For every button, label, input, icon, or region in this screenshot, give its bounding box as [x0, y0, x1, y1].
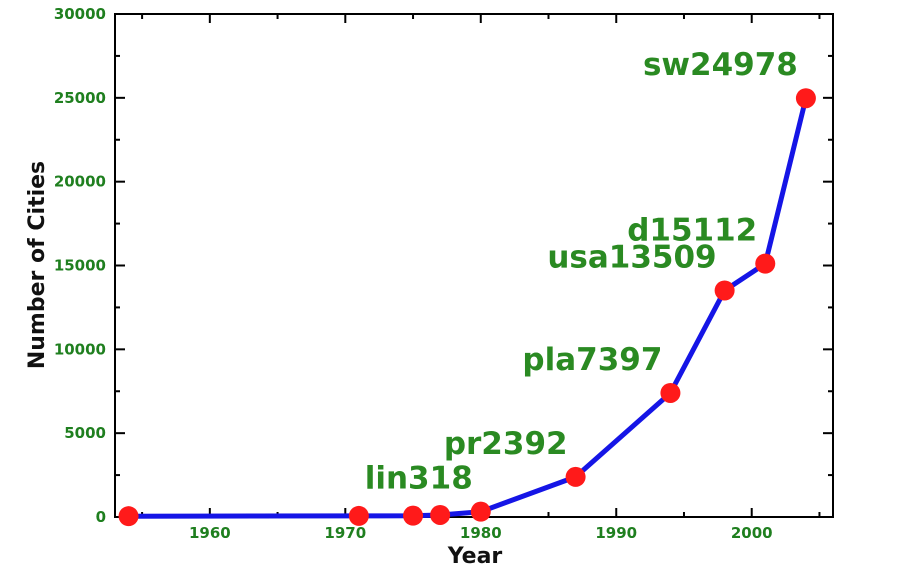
y-tick-label: 5000 [64, 424, 106, 442]
data-label: usa13509 [547, 239, 716, 275]
data-label: pr2392 [444, 426, 568, 462]
data-label: d15112 [627, 213, 757, 249]
y-tick-label: 30000 [54, 5, 106, 23]
y-tick-label: 0 [96, 508, 106, 526]
x-tick-label: 1970 [324, 524, 366, 542]
x-axis-title: Year [447, 544, 503, 569]
data-label: lin318 [365, 461, 473, 497]
y-axis-title: Number of Cities [25, 161, 50, 369]
y-tick-label: 10000 [54, 340, 106, 358]
data-point [118, 506, 139, 527]
y-tick-label: 20000 [54, 173, 106, 191]
data-point [565, 466, 586, 487]
data-point [755, 253, 776, 274]
data-point [403, 505, 424, 526]
data-label: sw24978 [643, 47, 798, 83]
data-point [348, 505, 369, 526]
x-tick-label: 2000 [731, 524, 773, 542]
x-tick-labels: 1960 1970 1980 1990 2000 [189, 524, 773, 542]
x-tick-label: 1960 [189, 524, 231, 542]
data-point [470, 501, 491, 522]
series-line [128, 97, 809, 519]
y-tick-label: 25000 [54, 89, 106, 107]
data-point [660, 382, 681, 403]
data-label: pla7397 [522, 342, 662, 378]
data-point [430, 504, 451, 525]
y-tick-labels: 0 5000 10000 15000 20000 25000 30000 [54, 5, 106, 526]
data-point [795, 88, 816, 109]
x-tick-label: 1980 [460, 524, 502, 542]
x-tick-label: 1990 [595, 524, 637, 542]
data-markers [118, 88, 816, 527]
y-tick-label: 15000 [54, 257, 106, 275]
data-point [714, 280, 735, 301]
